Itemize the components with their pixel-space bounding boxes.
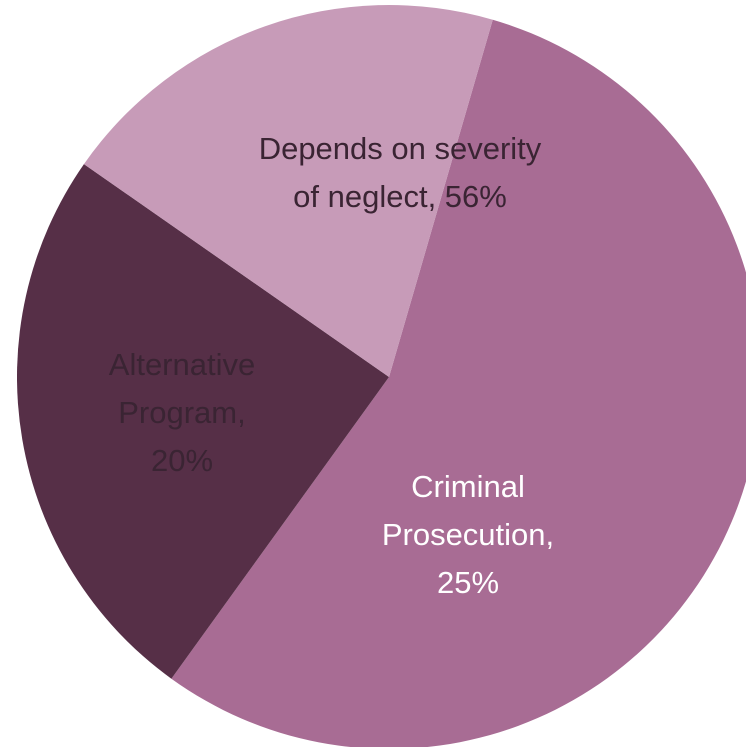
pie-slices <box>16 4 746 747</box>
slice-label-line: of neglect, 56% <box>293 179 507 214</box>
pie-slice-alternative-program <box>83 4 493 378</box>
slice-label-line: Program, <box>118 395 245 430</box>
slice-label-criminal-prosecution: Criminal Prosecution, 25% <box>382 469 554 600</box>
slice-label-depends-on-severity: Depends on severity of neglect, 56% <box>259 131 542 214</box>
slice-label-line: 25% <box>437 565 499 600</box>
pie-slice-depends-on-severity <box>171 19 746 747</box>
slice-label-alternative-program: Alternative Program, 20% <box>109 347 255 478</box>
pie-slice-criminal-prosecution <box>16 164 390 679</box>
slice-label-line: 20% <box>151 443 213 478</box>
slice-label-line: Depends on severity <box>259 131 542 166</box>
slice-label-line: Alternative <box>109 347 255 382</box>
pie-labels: Depends on severity of neglect, 56% Crimin… <box>109 131 554 600</box>
slice-label-line: Criminal <box>411 469 525 504</box>
slice-label-line: Prosecution, <box>382 517 554 552</box>
